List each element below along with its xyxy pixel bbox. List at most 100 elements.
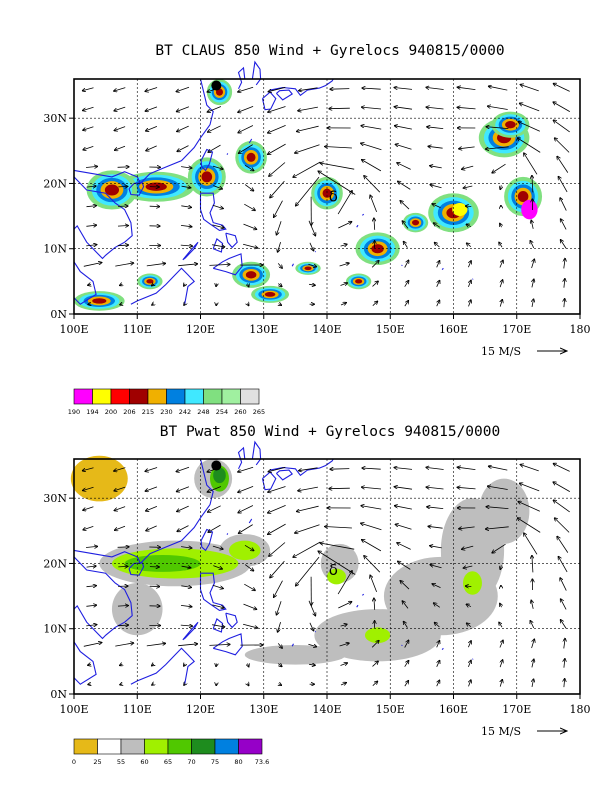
- claus-field-contour: [246, 152, 256, 162]
- claus-wind-vector: [83, 106, 94, 110]
- pwat-wind-vector: [117, 547, 130, 548]
- pwat-gyre-symbol: δ: [329, 561, 338, 579]
- claus-wind-vector: [209, 264, 230, 265]
- pwat-wind-vector: [213, 565, 222, 569]
- pwat-wind-vector: [517, 518, 541, 533]
- pwat-wind-vector: [468, 660, 471, 668]
- claus-wind-vector: [278, 284, 282, 287]
- pwat-wind-vector: [561, 599, 567, 610]
- claus-wind-vector: [520, 85, 539, 92]
- claus-colorbar-label: 265: [253, 408, 265, 416]
- claus-wind-vector: [318, 171, 356, 195]
- claus-colorbar-swatch: [129, 388, 149, 405]
- pwat-wind-vector: [404, 660, 409, 667]
- claus-wind-vector: [268, 106, 286, 113]
- pwat-wind-vector: [120, 664, 123, 665]
- claus-wind-vector: [469, 300, 472, 307]
- claus-wind-vector: [216, 284, 217, 287]
- pwat-wind-vector: [176, 466, 190, 471]
- claus-field-contour: [264, 292, 276, 297]
- claus-field-contour: [505, 121, 516, 129]
- pwat-wind-vector: [86, 625, 97, 626]
- pwat-wind-vector: [318, 551, 356, 575]
- claus-wind-vector: [564, 279, 565, 288]
- claus-wind-vector: [500, 280, 503, 288]
- claus-wind-vector: [180, 225, 192, 226]
- pwat-colorbar-label: 80: [234, 758, 242, 766]
- pwat-wind-vector: [277, 643, 282, 648]
- pwat-wind-vector: [238, 524, 253, 534]
- pwat-wind-vector: [115, 643, 133, 647]
- pwat-wind-vector: [564, 638, 565, 649]
- pwat-wind-vector: [361, 506, 382, 510]
- pwat-wind-vector: [370, 575, 377, 593]
- pwat-wind-vector: [299, 467, 318, 471]
- claus-wind-vector: [404, 280, 409, 287]
- pwat-wind-vector: [427, 507, 444, 509]
- claus-wind-vector: [437, 300, 440, 307]
- claus-wind-vector: [560, 240, 567, 249]
- pwat-colorbar-swatch: [97, 738, 122, 755]
- pwat-y-tick-label: 0N: [50, 688, 67, 701]
- claus-colorbar-label: 242: [179, 408, 191, 416]
- pwat-wind-vector: [430, 546, 442, 548]
- claus-x-tick-label: 150E: [376, 323, 405, 336]
- pwat-y-tick-label: 20N: [43, 557, 67, 570]
- pwat-wind-vector: [248, 664, 249, 667]
- claus-wind-vector: [88, 304, 91, 305]
- pwat-wind-vector: [309, 622, 314, 631]
- pwat-coastlines: [73, 440, 474, 685]
- claus-wind-vector: [362, 160, 382, 172]
- pwat-wind-vector: [394, 506, 412, 510]
- claus-wind-vector: [436, 280, 440, 287]
- claus-wind-vector: [427, 127, 444, 129]
- pwat-wind-vector: [325, 527, 352, 529]
- claus-wind-vector: [338, 222, 352, 229]
- claus-wind-vector: [436, 261, 440, 268]
- pwat-wind-vector: [457, 487, 476, 489]
- pwat-wind-vector: [181, 547, 192, 549]
- pwat-field-contour: [228, 540, 261, 561]
- pwat-wind-vector: [560, 620, 567, 629]
- claus-wind-vector: [434, 242, 440, 248]
- pwat-wind-vector: [485, 526, 509, 529]
- claus-wind-vector: [457, 87, 476, 90]
- pwat-wind-vector: [114, 467, 126, 472]
- claus-colorbar-label: 190: [68, 408, 80, 416]
- pwat-wind-vector: [560, 578, 567, 591]
- claus-colorbar-label: 254: [216, 408, 228, 416]
- pwat-x-tick-label: 150E: [376, 703, 405, 716]
- pwat-colorbar-label: 70: [187, 758, 195, 766]
- claus-y-tick-label: 0N: [50, 308, 67, 321]
- claus-wind-vector: [146, 126, 158, 131]
- claus-wind-vector: [177, 145, 189, 152]
- pwat-x-tick-label: 180: [570, 703, 591, 716]
- pwat-wind-vector: [462, 545, 474, 549]
- claus-colorbar-swatch: [166, 388, 186, 405]
- claus-colorbar-swatch: [221, 388, 241, 405]
- claus-wind-vector: [120, 304, 123, 305]
- claus-field-contour: [371, 244, 384, 254]
- pwat-wind-vector: [269, 542, 286, 557]
- pwat-wind-vector: [152, 664, 154, 666]
- pwat-colorbar-label: 25: [93, 758, 101, 766]
- pwat-wind-vector: [426, 467, 444, 470]
- pwat-wind-vector: [432, 584, 441, 588]
- pwat-wind-vector: [88, 684, 91, 685]
- claus-wind-vector: [372, 281, 379, 287]
- claus-wind-vector: [404, 260, 409, 268]
- pwat-wind-vector: [83, 526, 94, 530]
- pwat-wind-vector: [553, 464, 570, 472]
- claus-wind-vector: [361, 107, 382, 109]
- pwat-wind-vector: [146, 506, 158, 511]
- pwat-y-tick-label: 10N: [43, 623, 67, 636]
- claus-colorbar-swatch: [73, 388, 93, 405]
- pwat-field-contour: [244, 645, 346, 665]
- claus-wind-vector: [400, 201, 410, 210]
- pwat-field-contour: [364, 627, 391, 644]
- claus-wind-vector: [330, 89, 350, 90]
- claus-wind-vector: [394, 107, 413, 110]
- pwat-wind-vector: [372, 661, 379, 667]
- claus-wind-vector: [118, 186, 128, 187]
- claus-field-contour: [92, 298, 107, 304]
